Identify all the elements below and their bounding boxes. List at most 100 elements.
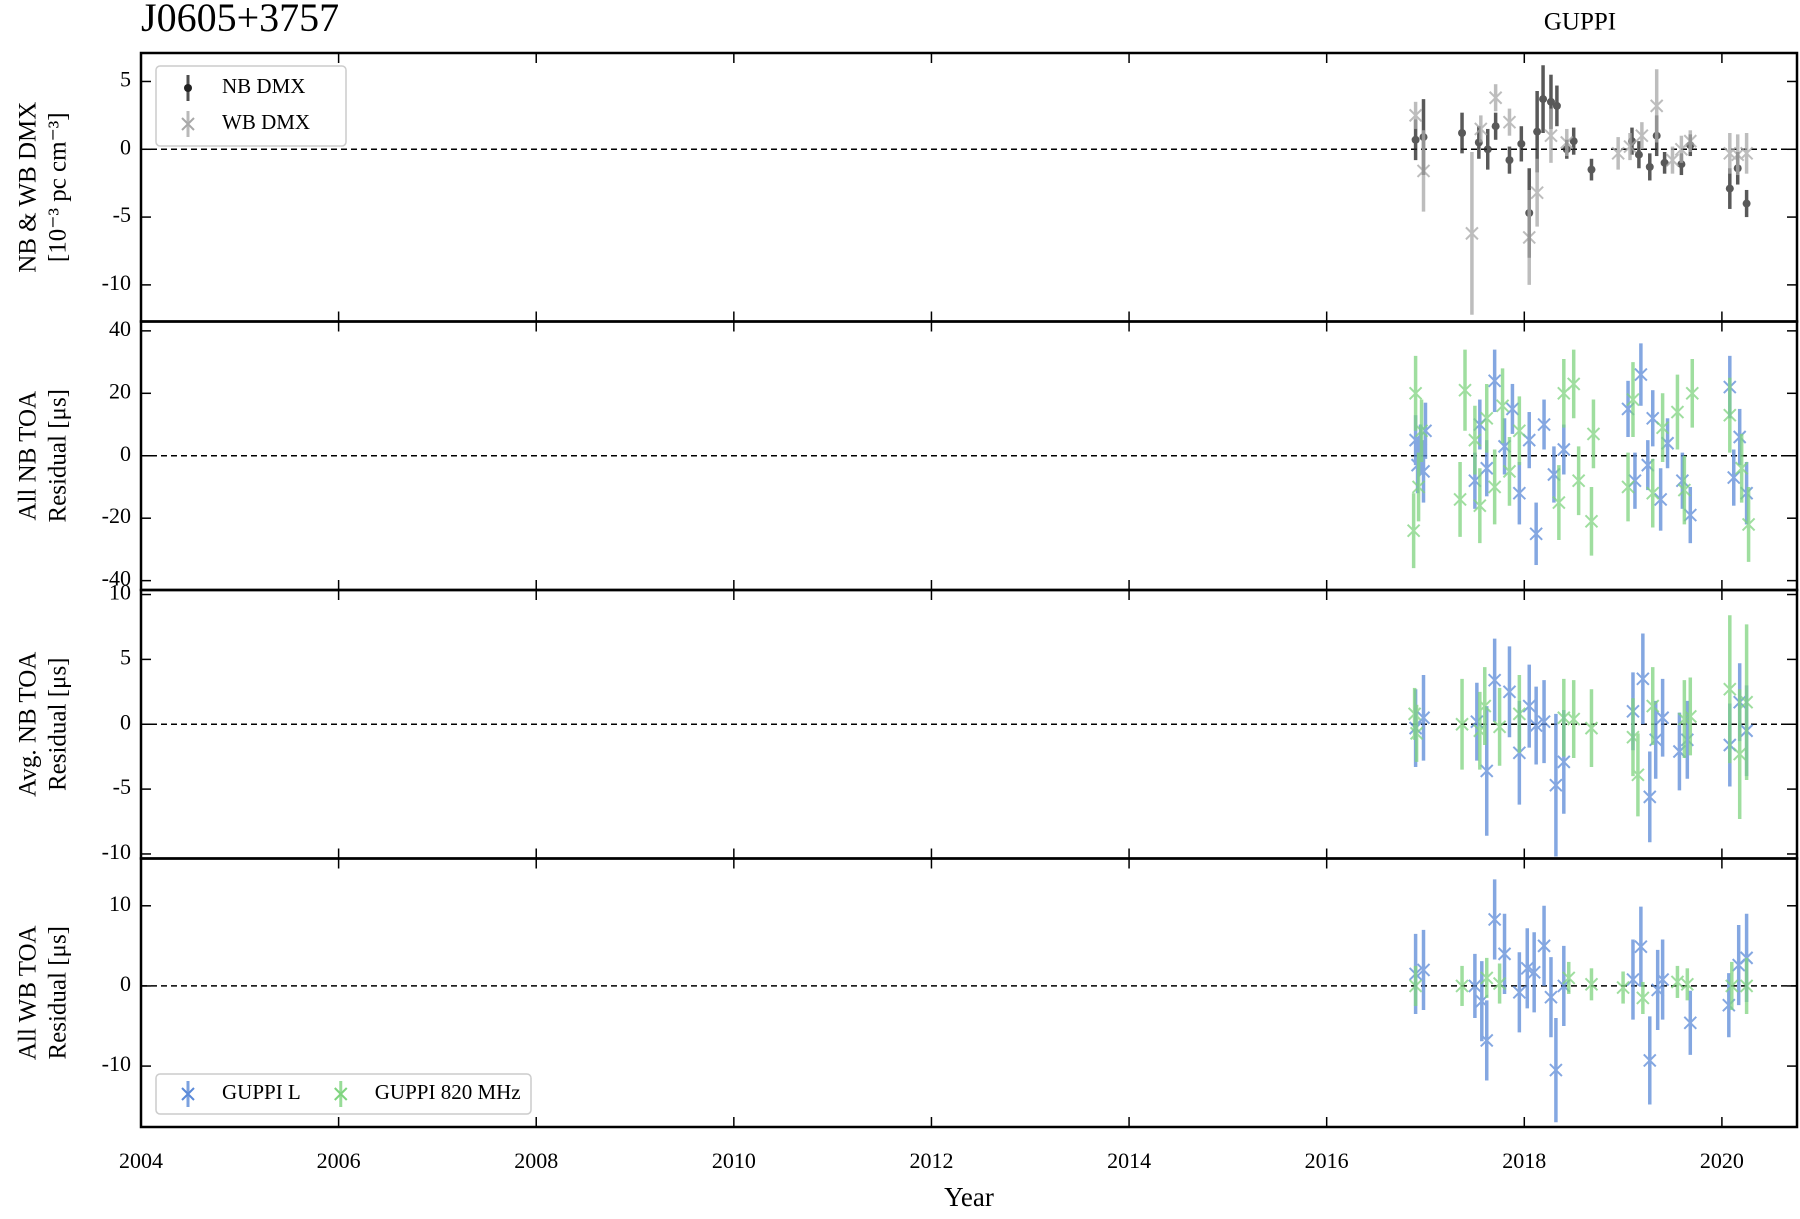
marker <box>1649 99 1664 113</box>
plot-frame <box>139 320 1799 592</box>
marker <box>1502 464 1517 479</box>
marker <box>1635 129 1649 143</box>
marker <box>1645 162 1654 171</box>
marker <box>1533 127 1542 136</box>
marker <box>1741 517 1756 532</box>
x-tick-label: 2020 <box>1700 1148 1744 1173</box>
y-axis-label: Residual [μs] <box>45 926 72 1060</box>
y-tick-label: 10 <box>109 891 131 916</box>
marker <box>1537 714 1551 729</box>
marker <box>1634 150 1643 159</box>
marker <box>1408 108 1423 123</box>
marker <box>1727 470 1741 485</box>
marker <box>1683 134 1697 148</box>
marker <box>1530 185 1544 200</box>
marker <box>1634 367 1648 382</box>
y-axis-label: All NB TOA <box>15 391 42 521</box>
marker <box>1505 402 1520 416</box>
marker <box>1557 755 1571 769</box>
marker <box>1549 1063 1563 1077</box>
marker <box>1411 480 1426 494</box>
legend-box <box>155 65 347 147</box>
marker <box>1739 979 1754 993</box>
series <box>1406 349 1756 569</box>
marker <box>1584 514 1599 529</box>
marker <box>1468 979 1482 993</box>
marker <box>1537 939 1551 953</box>
marker <box>1626 392 1640 407</box>
legend-label: GUPPI 820 MHz <box>375 1080 521 1104</box>
marker <box>1529 527 1543 541</box>
marker <box>1512 985 1527 1000</box>
marker <box>1487 673 1502 687</box>
marker <box>1520 961 1534 976</box>
marker <box>1492 976 1507 991</box>
marker <box>1480 971 1494 985</box>
y-axis-label: Residual [μs] <box>45 657 72 791</box>
marker <box>1723 408 1737 422</box>
marker <box>1458 129 1467 138</box>
series <box>1407 615 1754 819</box>
y-axis-label: Residual [μs] <box>45 389 72 523</box>
marker <box>1732 430 1747 444</box>
marker <box>1636 991 1650 1005</box>
y-tick-label: -5 <box>113 202 131 227</box>
y-tick-label: 0 <box>120 971 131 996</box>
marker <box>1636 672 1650 686</box>
y-tick-label: 0 <box>120 441 131 466</box>
y-tick-label: 0 <box>120 709 131 734</box>
marker <box>1527 965 1541 980</box>
marker <box>1546 97 1555 106</box>
marker <box>1480 764 1494 778</box>
marker <box>1502 685 1517 699</box>
marker <box>1566 377 1581 391</box>
legend-label: NB DMX <box>222 74 305 98</box>
marker <box>1646 699 1660 713</box>
x-tick-label: 2010 <box>712 1148 756 1173</box>
marker <box>1487 480 1502 494</box>
marker <box>1491 122 1500 131</box>
marker <box>1552 101 1561 110</box>
series <box>1408 957 1754 1014</box>
marker <box>1455 717 1469 731</box>
marker <box>1512 707 1527 721</box>
marker <box>1586 427 1601 441</box>
marker <box>1723 682 1737 696</box>
marker <box>1611 146 1625 161</box>
marker <box>1411 135 1420 144</box>
marker <box>1537 417 1551 432</box>
marker <box>1480 411 1494 425</box>
marker <box>1739 695 1754 709</box>
marker <box>1487 912 1502 927</box>
marker <box>1739 951 1754 965</box>
marker <box>1680 977 1695 992</box>
marker <box>1458 383 1472 397</box>
marker <box>1480 1033 1494 1048</box>
marker <box>1739 146 1754 161</box>
x-tick-label: 2018 <box>1502 1148 1546 1173</box>
y-axis-label: Avg. NB TOA <box>15 652 42 797</box>
marker <box>1670 405 1685 419</box>
marker <box>1512 424 1527 438</box>
marker <box>1734 461 1749 475</box>
marker <box>1634 939 1648 954</box>
series <box>1411 65 1751 258</box>
marker <box>1487 374 1502 388</box>
y-tick-label: -20 <box>102 503 131 528</box>
marker <box>1665 153 1680 167</box>
marker <box>1571 474 1586 488</box>
y-tick-label: 20 <box>109 378 131 403</box>
legend-label: WB DMX <box>222 110 310 134</box>
annotation: GUPPI <box>1544 9 1616 36</box>
marker <box>1544 990 1558 1004</box>
marker <box>1497 947 1512 961</box>
marker <box>1416 164 1431 178</box>
marker <box>1646 486 1660 500</box>
y-tick-label: -10 <box>102 1051 131 1076</box>
marker <box>1416 711 1431 725</box>
marker <box>1502 115 1517 129</box>
marker <box>1584 721 1599 735</box>
marker <box>1685 386 1699 401</box>
